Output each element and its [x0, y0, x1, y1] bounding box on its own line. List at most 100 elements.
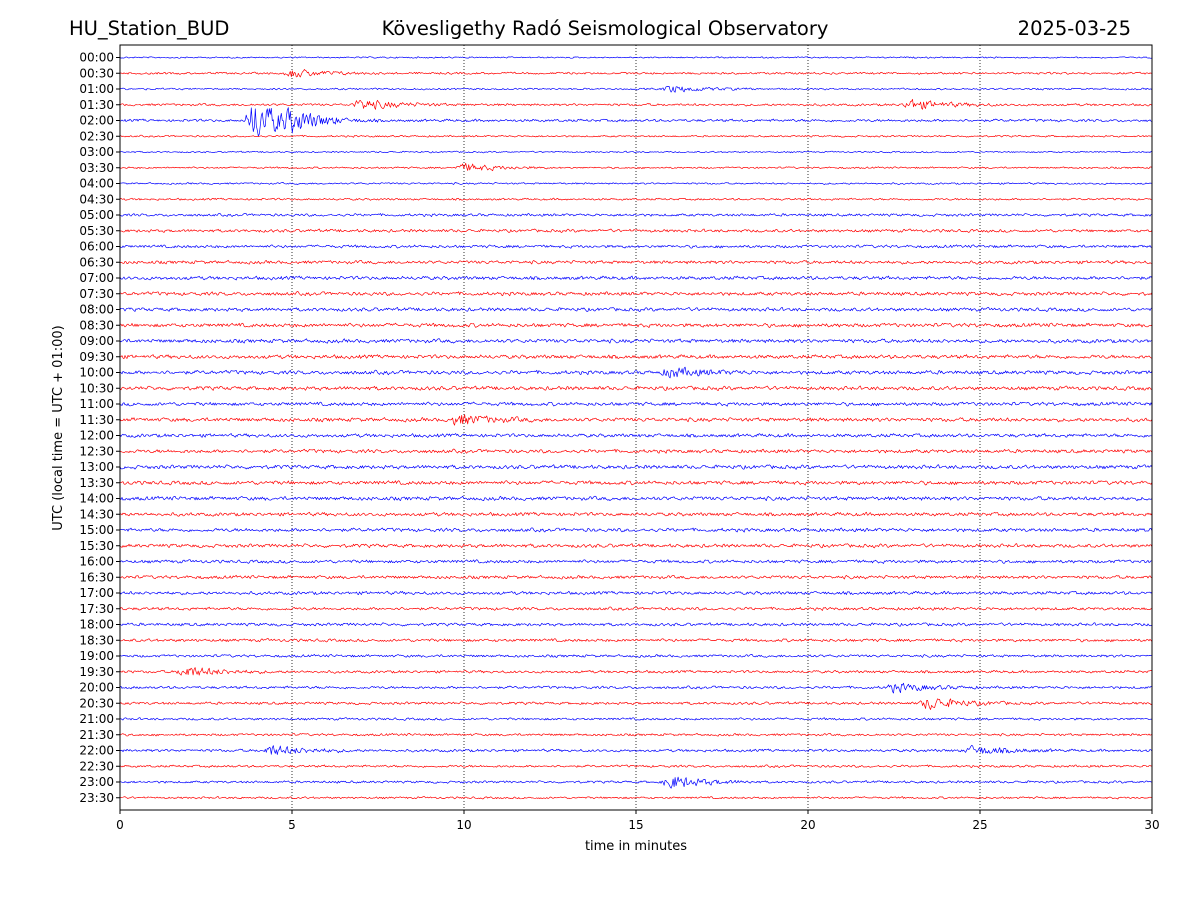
y-tick-label-15:30: 15:30 — [79, 539, 114, 553]
y-tick-label-06:00: 06:00 — [79, 240, 114, 254]
y-tick-label-16:30: 16:30 — [79, 570, 114, 584]
trace-12:00 — [119, 433, 1153, 438]
trace-16:30 — [119, 574, 1153, 580]
trace-03:30 — [119, 162, 1153, 172]
y-tick-label-21:30: 21:30 — [79, 728, 114, 742]
x-tick-label-30: 30 — [1144, 818, 1159, 832]
trace-09:00 — [119, 338, 1153, 344]
trace-18:00 — [119, 622, 1153, 627]
y-tick-label-23:00: 23:00 — [79, 775, 114, 789]
x-tick-label-15: 15 — [628, 818, 643, 832]
trace-10:30 — [119, 385, 1153, 391]
y-tick-label-18:00: 18:00 — [79, 618, 114, 632]
y-tick-label-06:30: 06:30 — [79, 255, 114, 269]
trace-21:00 — [119, 717, 1153, 721]
trace-02:00 — [119, 107, 1153, 137]
x-tick-label-10: 10 — [456, 818, 471, 832]
trace-20:00 — [119, 682, 1153, 694]
y-tick-label-13:30: 13:30 — [79, 476, 114, 490]
x-axis-ticks: 0 5 10 15 20 25 30 — [116, 810, 1160, 832]
trace-20:30 — [119, 698, 1153, 710]
trace-08:30 — [119, 322, 1153, 328]
y-tick-label-12:00: 12:00 — [79, 429, 114, 443]
trace-17:00 — [119, 590, 1153, 596]
record-date: 2025-03-25 — [1018, 17, 1131, 40]
trace-06:30 — [119, 259, 1153, 265]
y-tick-label-15:00: 15:00 — [79, 523, 114, 537]
y-tick-label-02:00: 02:00 — [79, 114, 114, 128]
y-tick-label-14:00: 14:00 — [79, 492, 114, 506]
y-tick-label-12:30: 12:30 — [79, 444, 114, 458]
trace-22:00 — [119, 744, 1153, 755]
y-tick-label-08:00: 08:00 — [79, 303, 114, 317]
y-tick-label-08:30: 08:30 — [79, 318, 114, 332]
y-tick-label-10:30: 10:30 — [79, 381, 114, 395]
y-tick-label-11:30: 11:30 — [79, 413, 114, 427]
trace-17:30 — [119, 606, 1153, 611]
trace-04:00 — [119, 182, 1153, 185]
y-tick-label-07:00: 07:00 — [79, 271, 114, 285]
trace-22:30 — [119, 764, 1152, 768]
y-tick-label-20:00: 20:00 — [79, 681, 114, 695]
y-tick-label-04:00: 04:00 — [79, 177, 114, 191]
x-axis-label: time in minutes — [585, 839, 687, 854]
trace-12:30 — [119, 448, 1153, 454]
trace-16:00 — [119, 559, 1153, 564]
trace-00:00 — [119, 56, 1153, 59]
trace-00:30 — [119, 69, 1153, 78]
y-tick-label-22:00: 22:00 — [79, 744, 114, 758]
y-tick-label-01:30: 01:30 — [79, 98, 114, 112]
trace-03:00 — [119, 150, 1153, 154]
plot-frame — [119, 44, 1153, 811]
trace-01:00 — [119, 86, 1153, 93]
y-tick-label-20:30: 20:30 — [79, 696, 114, 710]
trace-15:30 — [119, 543, 1153, 549]
trace-01:30 — [119, 98, 1153, 110]
y-tick-label-19:00: 19:00 — [79, 649, 114, 663]
trace-02:30 — [120, 134, 1153, 138]
y-tick-label-05:30: 05:30 — [79, 224, 114, 238]
y-tick-label-02:30: 02:30 — [79, 129, 114, 143]
x-tick-label-0: 0 — [116, 818, 124, 832]
y-tick-label-13:00: 13:00 — [79, 460, 114, 474]
y-tick-label-05:00: 05:00 — [79, 208, 114, 222]
trace-07:00 — [119, 275, 1153, 281]
trace-07:30 — [119, 291, 1153, 297]
y-tick-label-17:00: 17:00 — [79, 586, 114, 600]
y-tick-label-03:00: 03:00 — [79, 145, 114, 159]
trace-18:30 — [119, 638, 1153, 643]
trace-19:30 — [119, 667, 1153, 676]
y-tick-label-11:00: 11:00 — [79, 397, 114, 411]
y-tick-label-00:30: 00:30 — [79, 66, 114, 80]
y-tick-label-07:30: 07:30 — [79, 287, 114, 301]
trace-06:00 — [119, 244, 1153, 249]
trace-05:00 — [119, 212, 1153, 217]
seismic-traces — [119, 56, 1153, 800]
trace-23:00 — [119, 776, 1153, 789]
trace-15:00 — [119, 527, 1153, 533]
trace-14:00 — [119, 495, 1153, 502]
trace-13:00 — [119, 464, 1153, 470]
trace-11:00 — [119, 401, 1153, 407]
y-tick-label-17:30: 17:30 — [79, 602, 114, 616]
y-tick-label-09:30: 09:30 — [79, 350, 114, 364]
trace-05:30 — [119, 228, 1153, 233]
station-name: HU_Station_BUD — [69, 17, 229, 40]
y-tick-label-16:00: 16:00 — [79, 555, 114, 569]
trace-21:30 — [119, 732, 1153, 737]
x-tick-label-20: 20 — [800, 818, 815, 832]
y-tick-label-23:30: 23:30 — [79, 791, 114, 805]
x-tick-label-25: 25 — [972, 818, 987, 832]
y-tick-label-01:00: 01:00 — [79, 82, 114, 96]
y-tick-label-19:30: 19:30 — [79, 665, 114, 679]
trace-11:30 — [119, 414, 1153, 426]
trace-10:00 — [119, 366, 1153, 379]
y-tick-label-14:30: 14:30 — [79, 507, 114, 521]
trace-23:30 — [119, 796, 1153, 800]
trace-13:30 — [119, 480, 1153, 486]
y-tick-label-03:30: 03:30 — [79, 161, 114, 175]
y-tick-label-04:30: 04:30 — [79, 192, 114, 206]
trace-09:30 — [119, 354, 1153, 360]
